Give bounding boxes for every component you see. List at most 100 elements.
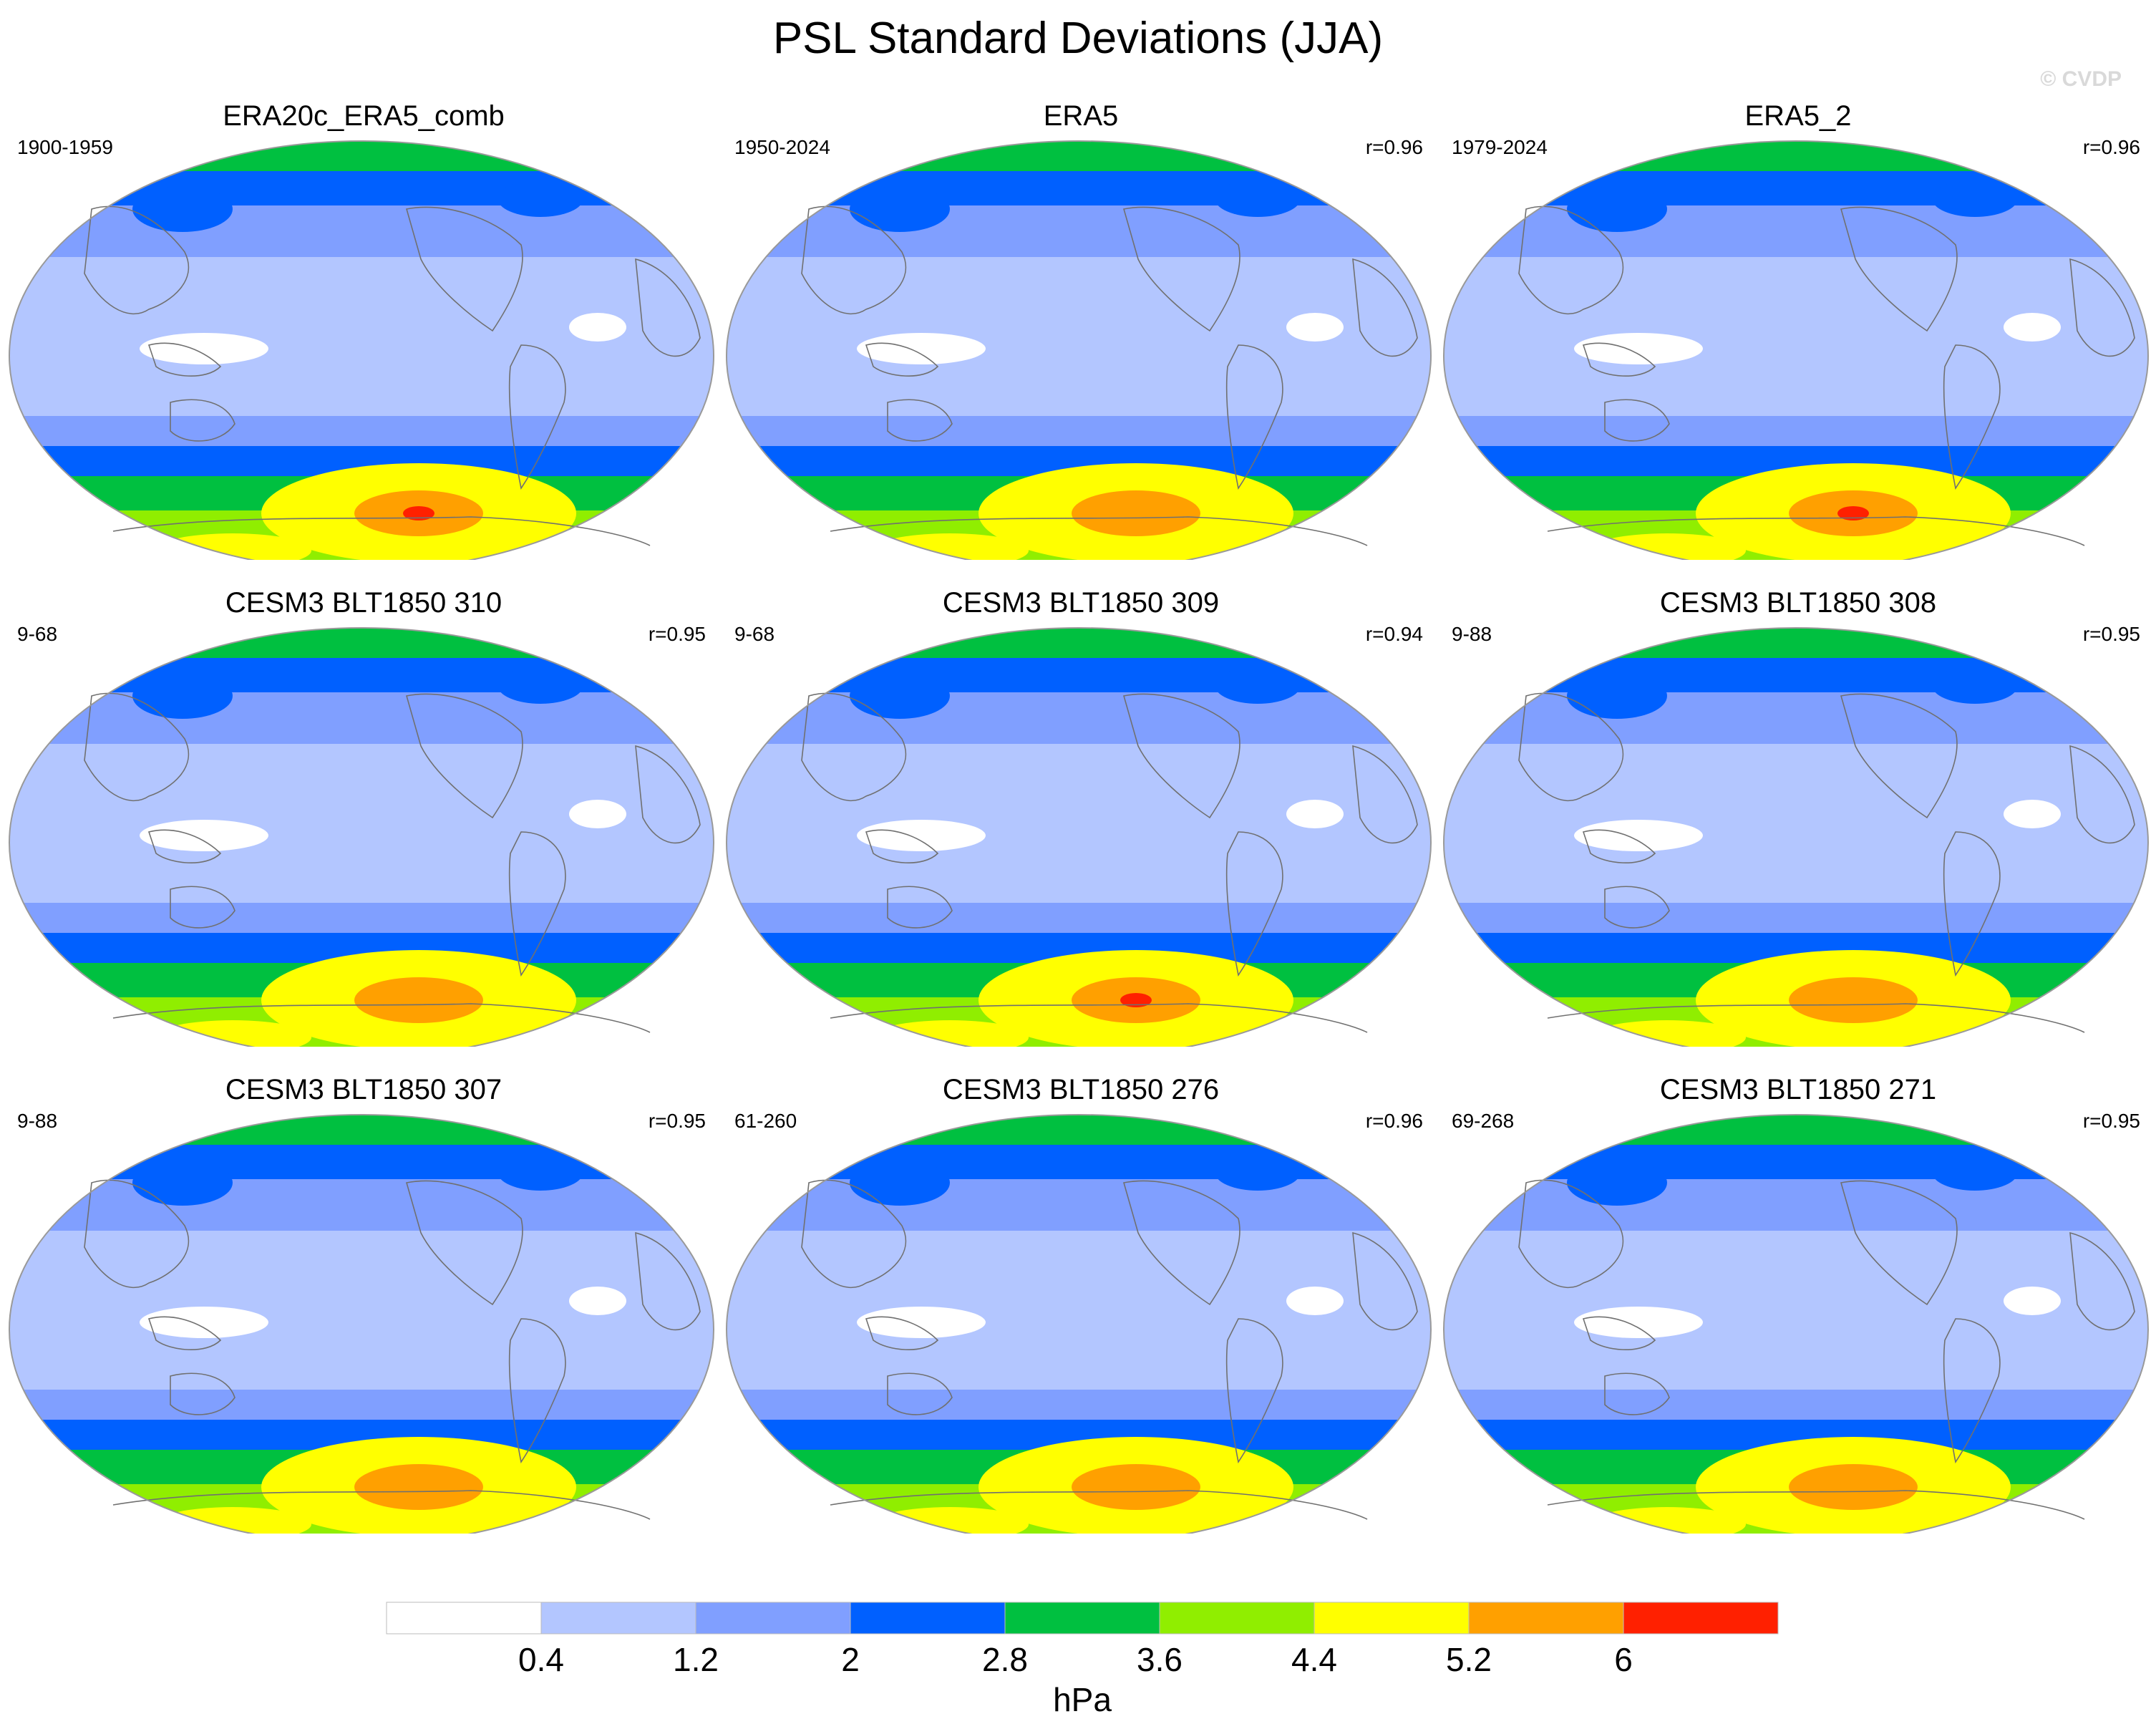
colorbar-box [1004,1602,1160,1634]
contour-field [9,628,714,1047]
coastline-australia [887,399,953,442]
coastline-asia [801,1179,907,1289]
contour-band [739,1390,1419,1420]
map-panel: ERA20c_ERA5_comb 1900-1959 [6,100,722,560]
coastlines [801,692,1418,1033]
colorbar-tick-label: 1.2 [673,1641,719,1678]
map-svg [726,627,1432,1047]
coastline-australia [887,886,953,929]
coastline-north-america [405,206,523,332]
map-panel: ERA5_2 1979-2024 r=0.96 [1440,100,2156,560]
contour-blob [497,1153,583,1191]
contour-band [898,141,1260,171]
contour-band [109,658,614,692]
coastline-maritime [147,829,222,863]
contour-band [898,628,1260,658]
coastline-north-america [405,1180,523,1306]
contour-maximum [403,506,434,520]
map-svg [1443,627,2149,1047]
coastline-asia [1518,205,1624,315]
coastline-australia [170,399,235,442]
map-panel: CESM3 BLT1850 276 61-260 r=0.96 [723,1074,1439,1534]
contour-blob [850,673,950,719]
colorbar-tick-label: 0.4 [518,1641,564,1678]
coastline-south-america [1225,831,1283,977]
coastline-australia [1604,886,1670,929]
coastline-australia [170,1372,235,1415]
colorbar-box [1623,1602,1779,1634]
colorbar-box [695,1602,851,1634]
panel-years: 61-260 [734,1110,797,1132]
contour-blob [857,1307,986,1338]
contour-blob [1574,333,1703,364]
colorbar-label: hPa [1053,1681,1112,1718]
coastline-south-america [508,1318,566,1464]
map-panel: CESM3 BLT1850 309 9-68 r=0.94 [723,587,1439,1047]
contour-band [1475,933,2117,963]
coastline-asia [84,692,190,802]
coastline-australia [1604,1372,1670,1415]
coastline-maritime [1582,1316,1656,1350]
coastline-africa [635,1231,701,1331]
contour-band [1444,382,2147,416]
contour-field [9,1115,714,1534]
contour-band [727,382,1430,416]
coastlines [1518,692,2135,1033]
colorbar-box [386,1602,542,1634]
contour-band [109,171,614,205]
coastline-asia [1518,1179,1624,1289]
contour-band [10,1355,713,1390]
colorbar-tick-label: 2.8 [982,1641,1028,1678]
colorbar-tick-label: 2 [841,1641,860,1678]
map-border [9,1114,714,1534]
map-svg [9,140,714,560]
panel-years: 9-88 [1452,623,1492,645]
contour-band [1615,141,1977,171]
contour-field [1444,141,2148,560]
contour-band [1444,1355,2147,1390]
coastline-africa [1352,258,1418,357]
contour-blob [1286,313,1344,342]
coastline-north-america [405,693,523,819]
coastline-africa [1352,745,1418,844]
contour-blob [1286,800,1344,828]
panel-years: 9-68 [17,623,58,645]
contour-blob [569,1287,626,1315]
map-border [726,140,1432,560]
coastline-maritime [147,1316,222,1350]
coastline-antarctica [830,1490,1368,1520]
coastline-asia [1518,692,1624,802]
coastline-asia [801,205,907,315]
contour-blob [1574,820,1703,851]
coastlines [84,205,701,546]
panel-title: ERA5_2 [1744,100,1852,132]
panel-years: 1950-2024 [734,136,830,158]
map-panel: CESM3 BLT1850 271 69-268 r=0.95 [1440,1074,2156,1534]
contour-band [739,903,1419,933]
coastline-maritime [865,342,939,377]
contour-band [1475,1420,2117,1450]
map-panel: ERA5 1950-2024 r=0.96 [723,100,1439,560]
coastlines [84,1179,701,1520]
contour-maximum [1837,506,1869,520]
panel-years: 9-88 [17,1110,58,1132]
contour-band [21,903,701,933]
contour-band [21,416,701,446]
panel-correlation: r=0.96 [1365,1110,1423,1132]
contour-band [1543,171,2049,205]
coastline-maritime [865,829,939,863]
contour-blob [1567,186,1667,232]
coastline-antarctica [1547,1490,2085,1520]
contour-maximum [1120,993,1152,1007]
contour-maximum [383,986,455,1014]
contour-band [1543,1145,2049,1179]
contour-blob [1567,1160,1667,1206]
coastline-africa [1352,1231,1418,1331]
coastline-north-america [1122,206,1240,332]
coastline-antarctica [830,516,1368,546]
map-svg [9,627,714,1047]
panel-years: 1900-1959 [17,136,113,158]
panel-title: CESM3 BLT1850 309 [942,587,1220,619]
contour-field [727,141,1431,560]
coastline-antarctica [112,1490,651,1520]
